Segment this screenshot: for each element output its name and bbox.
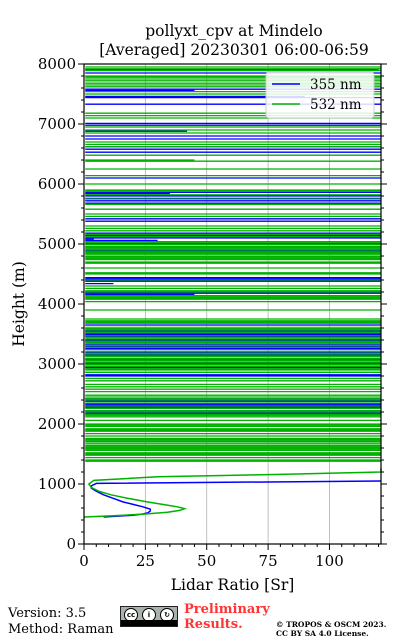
method-label: Method: Raman — [8, 622, 114, 637]
axes: 0 1000 2000 3000 4000 5000 6000 7000 8000 0 25 50 75… — [10, 55, 387, 594]
legend-label-355-nm: 355 nm — [310, 77, 362, 93]
y-tick-label-6000: 6000 — [38, 175, 76, 193]
y-tick-label-2000: 2000 — [38, 415, 76, 433]
chart-title: pollyxt_cpv at Mindelo — [145, 22, 323, 40]
y-tick-label-7000: 7000 — [38, 115, 76, 133]
x-tick-label-50: 50 — [197, 552, 216, 570]
y-tick-label-5000: 5000 — [38, 235, 76, 253]
y-tick-label-0: 0 — [66, 535, 76, 553]
y-axis-label: Height (m) — [10, 261, 28, 347]
y-tick-label-4000: 4000 — [38, 295, 76, 313]
cc-license-badge[interactable]: cc i ↻ — [120, 606, 178, 627]
legend: 355 nm 532 nm — [265, 71, 375, 119]
series-532-nm-profile — [83, 468, 382, 518]
badge-strip — [121, 620, 177, 626]
x-tick-label-0: 0 — [79, 552, 89, 570]
y-tick-label-8000: 8000 — [38, 55, 76, 73]
plot-data — [83, 66, 382, 518]
chart-subtitle: [Averaged] 20230301 06:00-06:59 — [99, 41, 369, 59]
lidar-ratio-chart: 0 1000 2000 3000 4000 5000 6000 7000 8000 0 25 50 75… — [10, 55, 387, 594]
copyright-label: © TROPOS & OSCM 2023. CC BY SA 4.0 Licen… — [276, 620, 387, 638]
x-axis-label: Lidar Ratio [Sr] — [171, 576, 295, 594]
preliminary-label: Preliminary Results. — [184, 602, 270, 632]
x-tick-label-75: 75 — [259, 552, 278, 570]
y-tick-label-3000: 3000 — [38, 355, 76, 373]
y-tick-label-1000: 1000 — [38, 475, 76, 493]
x-tick-label-100: 100 — [315, 552, 344, 570]
cc-icon: cc — [124, 608, 138, 622]
version-label: Version: 3.5 — [8, 606, 87, 621]
x-tick-label-25: 25 — [136, 552, 155, 570]
legend-label-532-nm: 532 nm — [310, 97, 362, 113]
